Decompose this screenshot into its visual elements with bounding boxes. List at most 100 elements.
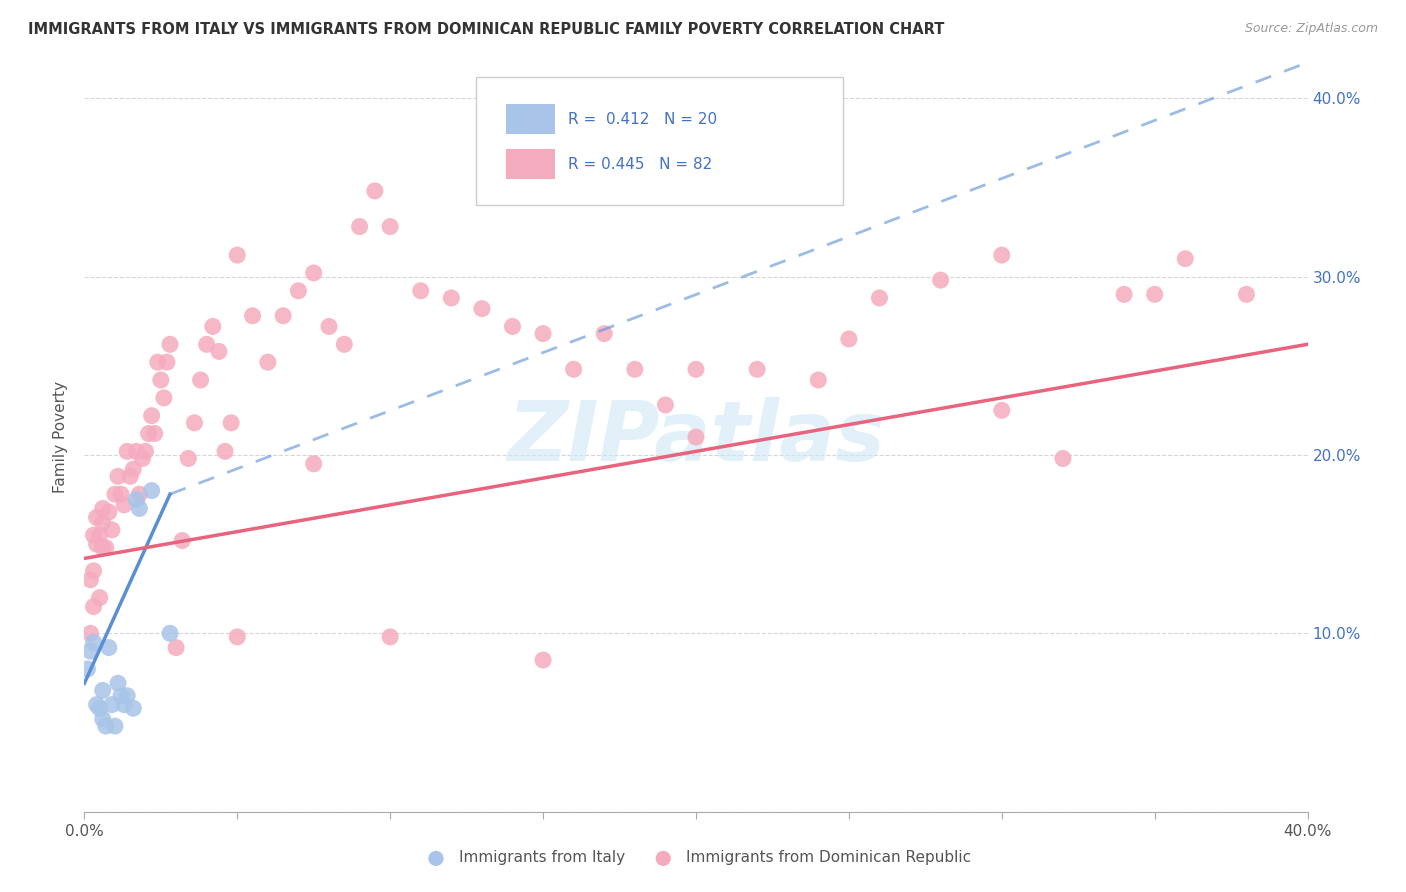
Point: [83, 528, 105, 542]
Point: [159, 626, 181, 640]
Point: [97, 640, 120, 655]
Point: [165, 640, 187, 655]
Text: R =  0.412   N = 20: R = 0.412 N = 20: [568, 112, 717, 127]
Point: [79, 573, 101, 587]
Point: [76, 662, 98, 676]
Point: [271, 309, 294, 323]
Point: [120, 469, 142, 483]
Point: [1052, 451, 1074, 466]
Point: [89, 528, 111, 542]
Point: [91, 516, 114, 530]
Point: [138, 426, 160, 441]
Text: Source: ZipAtlas.com: Source: ZipAtlas.com: [1244, 22, 1378, 36]
Point: [807, 373, 830, 387]
Point: [531, 326, 554, 341]
Point: [104, 487, 127, 501]
Point: [257, 355, 280, 369]
Point: [125, 492, 148, 507]
Point: [869, 291, 891, 305]
Point: [440, 291, 463, 305]
Point: [91, 683, 114, 698]
Text: ZIPatlas: ZIPatlas: [508, 397, 884, 477]
Point: [349, 219, 371, 234]
Point: [112, 698, 135, 712]
Point: [149, 373, 172, 387]
Y-axis label: Family Poverty: Family Poverty: [53, 381, 69, 493]
Point: [79, 644, 101, 658]
Point: [131, 451, 153, 466]
Point: [107, 676, 129, 690]
Point: [104, 719, 127, 733]
Point: [83, 635, 105, 649]
Bar: [506, 149, 555, 178]
Point: [929, 273, 952, 287]
Point: [208, 344, 231, 359]
Point: [143, 426, 166, 441]
Point: [86, 537, 108, 551]
Point: [122, 701, 145, 715]
Point: [128, 501, 150, 516]
Point: [156, 355, 179, 369]
Point: [86, 510, 108, 524]
Point: [214, 444, 236, 458]
Point: [86, 698, 108, 712]
Point: [128, 487, 150, 501]
Point: [624, 362, 647, 376]
Point: [91, 712, 114, 726]
Point: [531, 653, 554, 667]
Point: [991, 248, 1014, 262]
Point: [83, 599, 105, 614]
Point: [89, 591, 111, 605]
Point: [685, 430, 707, 444]
Point: [177, 451, 200, 466]
Bar: [506, 103, 555, 134]
Text: R = 0.445   N = 82: R = 0.445 N = 82: [568, 157, 711, 172]
Point: [242, 309, 264, 323]
Point: [654, 398, 676, 412]
Point: [219, 416, 242, 430]
Point: [747, 362, 769, 376]
FancyBboxPatch shape: [475, 78, 842, 205]
Point: [302, 266, 325, 280]
Point: [1174, 252, 1197, 266]
Point: [318, 319, 340, 334]
Point: [159, 337, 181, 351]
Point: [364, 184, 387, 198]
Point: [122, 462, 145, 476]
Point: [593, 326, 616, 341]
Point: [1114, 287, 1136, 301]
Point: [112, 498, 135, 512]
Point: [101, 698, 124, 712]
Point: [1143, 287, 1166, 301]
Point: [201, 319, 224, 334]
Point: [190, 373, 212, 387]
Point: [79, 626, 101, 640]
Point: [101, 523, 124, 537]
Point: [97, 505, 120, 519]
Point: [685, 362, 707, 376]
Point: [409, 284, 432, 298]
Point: [141, 483, 163, 498]
Point: [94, 719, 117, 733]
Point: [991, 403, 1014, 417]
Point: [91, 541, 114, 555]
Point: [110, 487, 132, 501]
Point: [110, 689, 132, 703]
Text: IMMIGRANTS FROM ITALY VS IMMIGRANTS FROM DOMINICAN REPUBLIC FAMILY POVERTY CORRE: IMMIGRANTS FROM ITALY VS IMMIGRANTS FROM…: [28, 22, 945, 37]
Point: [183, 416, 205, 430]
Point: [153, 391, 176, 405]
Point: [115, 689, 138, 703]
Point: [195, 337, 218, 351]
Point: [333, 337, 356, 351]
Point: [89, 701, 111, 715]
Point: [380, 630, 402, 644]
Point: [91, 501, 114, 516]
Point: [302, 457, 325, 471]
Point: [226, 630, 249, 644]
Point: [471, 301, 494, 316]
Point: [83, 564, 105, 578]
Point: [1236, 287, 1258, 301]
Point: [141, 409, 163, 423]
Point: [135, 444, 157, 458]
Point: [838, 332, 860, 346]
